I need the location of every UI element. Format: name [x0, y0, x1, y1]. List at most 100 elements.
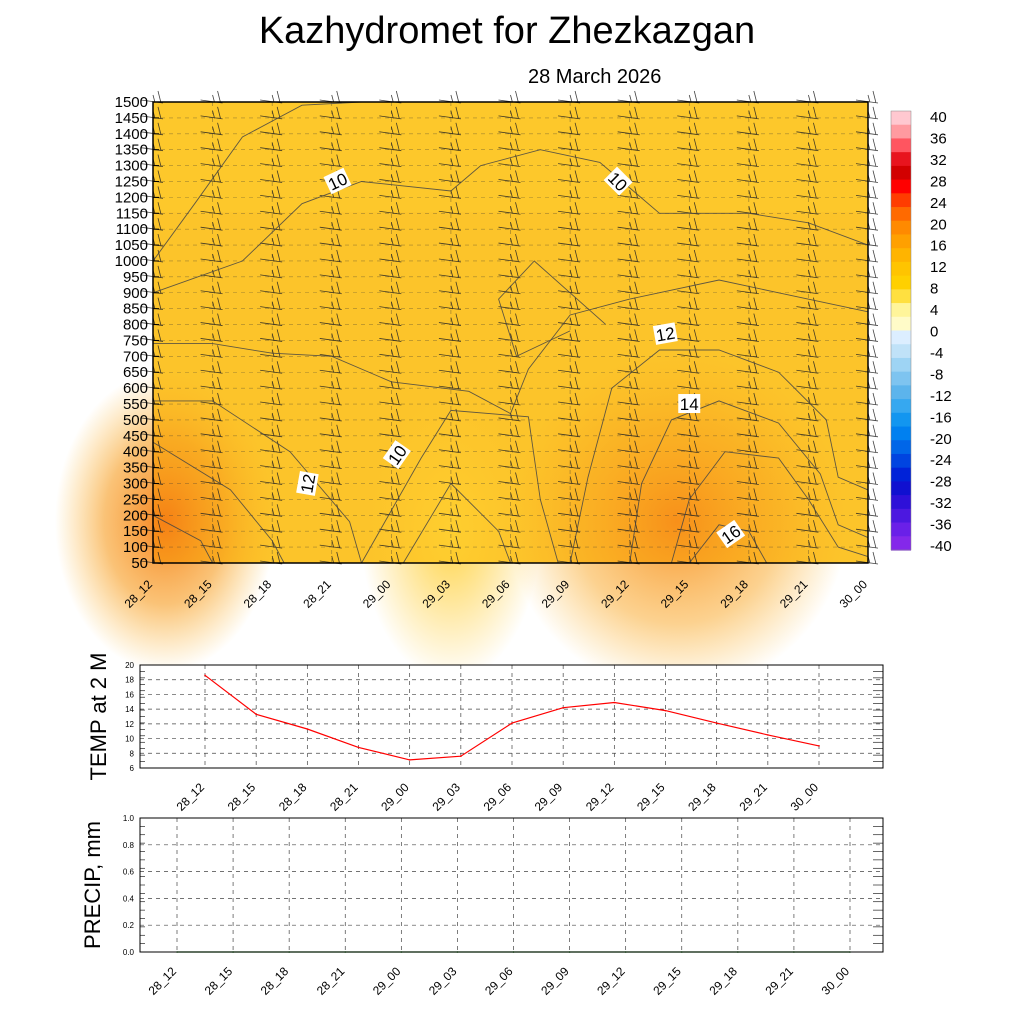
wind-barb [558, 122, 581, 136]
wind-barb [319, 377, 342, 390]
wind-barb [379, 377, 402, 390]
wind-barb [558, 170, 581, 183]
contour-label-box [382, 440, 411, 470]
colorbar-swatch [891, 481, 911, 496]
wind-barb [617, 90, 640, 104]
wind-barb [736, 504, 759, 517]
y-tick-label: 650 [123, 364, 148, 381]
wind-barb [558, 186, 581, 199]
panel-frame [139, 817, 884, 953]
wind-barb [200, 90, 223, 104]
y-tick-label: 1000 [115, 253, 148, 270]
wind-barb [200, 233, 223, 247]
wind-barb [617, 488, 640, 501]
panel-frame [139, 664, 884, 769]
wind-barb [200, 154, 223, 167]
wind-barb [558, 424, 581, 438]
wind-barb [438, 424, 461, 438]
y-tick-label: 1200 [115, 189, 148, 206]
x-tick-label: 29_06 [482, 964, 516, 998]
wind-barb [796, 329, 819, 342]
wind-barb [200, 281, 223, 295]
wind-barb [260, 202, 283, 215]
colorbar-swatch [891, 316, 911, 332]
wind-barb [736, 345, 759, 358]
wind-barb [438, 170, 461, 183]
x-tick-label: 29_03 [426, 964, 460, 998]
colorbar-swatch [891, 207, 911, 222]
wind-barb [319, 90, 342, 104]
wind-barb [200, 106, 223, 120]
contour-label-box [323, 167, 352, 195]
y-tick-label: 1450 [115, 110, 148, 127]
x-tick-label: 29_21 [763, 964, 797, 998]
temp-2m-point [306, 728, 309, 730]
wind-barb [319, 408, 342, 422]
wind-barb [260, 170, 283, 183]
colorbar-swatch [891, 344, 911, 359]
wind-barb [438, 202, 461, 215]
temp-2m-point [511, 722, 513, 724]
wind-barb [260, 90, 283, 104]
y-tick-label: 550 [123, 396, 148, 413]
chart-subtitle: 28 March 2026 [528, 66, 662, 88]
colorbar-label: 0 [930, 324, 938, 341]
wind-barb [677, 329, 700, 342]
wind-barb [498, 138, 521, 152]
wind-barb [617, 392, 640, 406]
wind-barb [796, 377, 819, 390]
y-tick-label: 20 [125, 661, 134, 670]
wind-barb [379, 313, 402, 326]
y-tick-label: 450 [123, 428, 148, 445]
wind-barb [736, 106, 759, 120]
wind-barb [677, 281, 700, 295]
wind-barb [498, 329, 521, 342]
wind-barb [796, 313, 819, 326]
x-tick-label: 29_06 [481, 780, 515, 814]
temp-2m-ylabel: TEMP at 2 M [86, 653, 111, 781]
wind-barb [200, 408, 223, 422]
wind-barb [498, 122, 521, 136]
wind-barb [796, 218, 819, 231]
wind-barb [438, 186, 461, 199]
wind-barb [319, 265, 342, 279]
wind-barb [736, 392, 759, 406]
wind-barb [200, 361, 223, 374]
contour-line [152, 514, 213, 564]
colorbar-label: -32 [930, 495, 952, 512]
wind-barb [558, 377, 581, 390]
y-tick-label: 250 [123, 491, 148, 508]
wind-barb [319, 329, 342, 342]
colorbar: 4036322824201612840-4-8-12-16-20-24-28-3… [890, 109, 952, 555]
wind-barb [558, 90, 581, 104]
wind-barb [498, 249, 521, 263]
wind-barb [498, 297, 521, 311]
wind-barb [319, 154, 342, 167]
wind-barb [736, 329, 759, 342]
wind-barb [558, 249, 581, 263]
contour-label-text: 14 [680, 395, 699, 414]
wind-barb [736, 440, 759, 454]
colorbar-swatch [891, 289, 911, 304]
x-tick-label: 29_09 [532, 780, 566, 814]
wind-barb [379, 106, 402, 120]
wind-barb [498, 392, 521, 406]
wind-barb [498, 265, 521, 279]
wind-barb [260, 361, 283, 374]
wind-barb [736, 313, 759, 326]
contour-label-text: 12 [655, 324, 677, 346]
wind-barb [677, 218, 700, 231]
colorbar-label: -20 [930, 431, 952, 448]
wind-barb [558, 313, 581, 326]
wind-barb [438, 472, 461, 485]
contour-line [152, 441, 285, 564]
wind-barb [498, 106, 521, 120]
colorbar-swatch [891, 536, 911, 551]
contour-line [153, 400, 362, 564]
wind-barb [260, 408, 283, 422]
colorbar-label: 24 [930, 195, 947, 212]
wind-barb [200, 138, 223, 152]
wind-barb [677, 186, 700, 199]
wind-barb [319, 472, 342, 485]
x-tick-label: 28_12 [146, 964, 180, 998]
